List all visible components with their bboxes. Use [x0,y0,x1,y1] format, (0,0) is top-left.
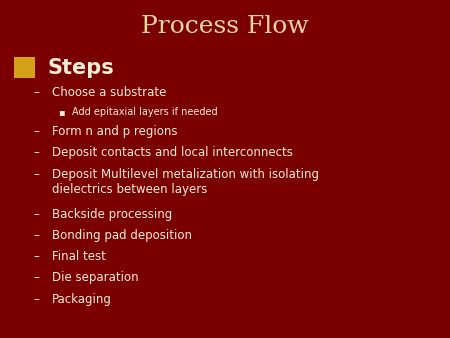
Text: –: – [34,208,40,220]
Text: –: – [34,250,40,263]
Text: Deposit Multilevel metalization with isolating
dielectrics between layers: Deposit Multilevel metalization with iso… [52,168,319,196]
Bar [14,57,35,78]
Text: Backside processing: Backside processing [52,208,172,220]
Text: Deposit contacts and local interconnects: Deposit contacts and local interconnects [52,146,292,159]
Text: –: – [34,271,40,284]
Text: Bonding pad deposition: Bonding pad deposition [52,229,192,242]
Text: –: – [34,168,40,180]
Text: –: – [34,229,40,242]
Text: –: – [34,86,40,99]
Text: ▪: ▪ [58,107,65,118]
Text: Form n and p regions: Form n and p regions [52,125,177,138]
Text: Add epitaxial layers if needed: Add epitaxial layers if needed [72,107,218,118]
Text: Die separation: Die separation [52,271,139,284]
Text: –: – [34,293,40,306]
Text: Final test: Final test [52,250,106,263]
Text: Steps: Steps [47,57,114,78]
Text: –: – [34,125,40,138]
Text: Process Flow: Process Flow [141,15,309,38]
Text: –: – [34,146,40,159]
Text: Choose a substrate: Choose a substrate [52,86,166,99]
Text: Packaging: Packaging [52,293,112,306]
